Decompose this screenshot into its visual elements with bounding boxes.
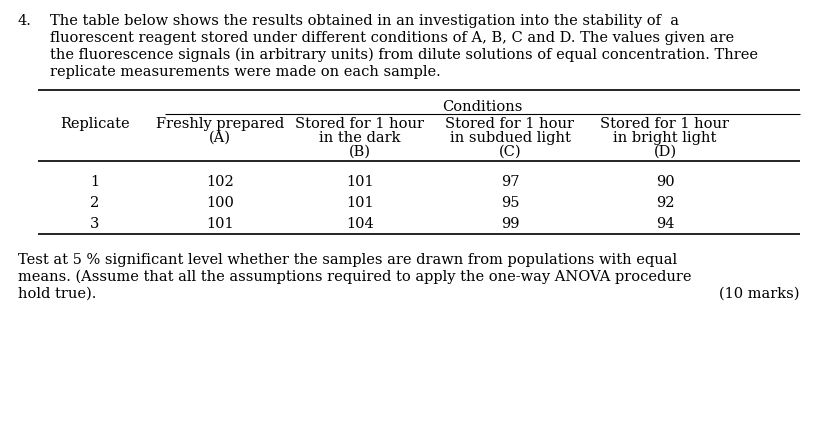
Text: means. (Assume that all the assumptions required to apply the one-way ANOVA proc: means. (Assume that all the assumptions … <box>18 270 691 284</box>
Text: Stored for 1 hour: Stored for 1 hour <box>296 117 424 131</box>
Text: (C): (C) <box>499 145 522 159</box>
Text: Freshly prepared: Freshly prepared <box>156 117 284 131</box>
Text: The table below shows the results obtained in an investigation into the stabilit: The table below shows the results obtain… <box>50 14 679 28</box>
Text: 104: 104 <box>346 217 374 231</box>
Text: (D): (D) <box>653 145 677 159</box>
Text: Stored for 1 hour: Stored for 1 hour <box>446 117 574 131</box>
Text: (10 marks): (10 marks) <box>719 287 800 301</box>
Text: 3: 3 <box>91 217 100 231</box>
Text: Test at 5 % significant level whether the samples are drawn from populations wit: Test at 5 % significant level whether th… <box>18 253 677 267</box>
Text: 90: 90 <box>656 175 674 189</box>
Text: 101: 101 <box>346 175 374 189</box>
Text: in subdued light: in subdued light <box>450 131 570 145</box>
Text: Stored for 1 hour: Stored for 1 hour <box>601 117 729 131</box>
Text: (B): (B) <box>349 145 371 159</box>
Text: 94: 94 <box>656 217 674 231</box>
Text: 100: 100 <box>206 196 234 210</box>
Text: 97: 97 <box>501 175 519 189</box>
Text: hold true).: hold true). <box>18 287 96 301</box>
Text: 4.: 4. <box>18 14 32 28</box>
Text: Conditions: Conditions <box>442 100 522 114</box>
Text: replicate measurements were made on each sample.: replicate measurements were made on each… <box>50 65 441 79</box>
Text: 101: 101 <box>206 217 234 231</box>
Text: (A): (A) <box>209 131 231 145</box>
Text: 95: 95 <box>501 196 519 210</box>
Text: the fluorescence signals (in arbitrary units) from dilute solutions of equal con: the fluorescence signals (in arbitrary u… <box>50 48 758 62</box>
Text: 101: 101 <box>346 196 374 210</box>
Text: 92: 92 <box>656 196 674 210</box>
Text: fluorescent reagent stored under different conditions of A, B, C and D. The valu: fluorescent reagent stored under differe… <box>50 31 734 45</box>
Text: 99: 99 <box>501 217 519 231</box>
Text: in bright light: in bright light <box>613 131 717 145</box>
Text: 2: 2 <box>91 196 100 210</box>
Text: 102: 102 <box>206 175 234 189</box>
Text: 1: 1 <box>91 175 100 189</box>
Text: in the dark: in the dark <box>319 131 400 145</box>
Text: Replicate: Replicate <box>60 117 130 131</box>
